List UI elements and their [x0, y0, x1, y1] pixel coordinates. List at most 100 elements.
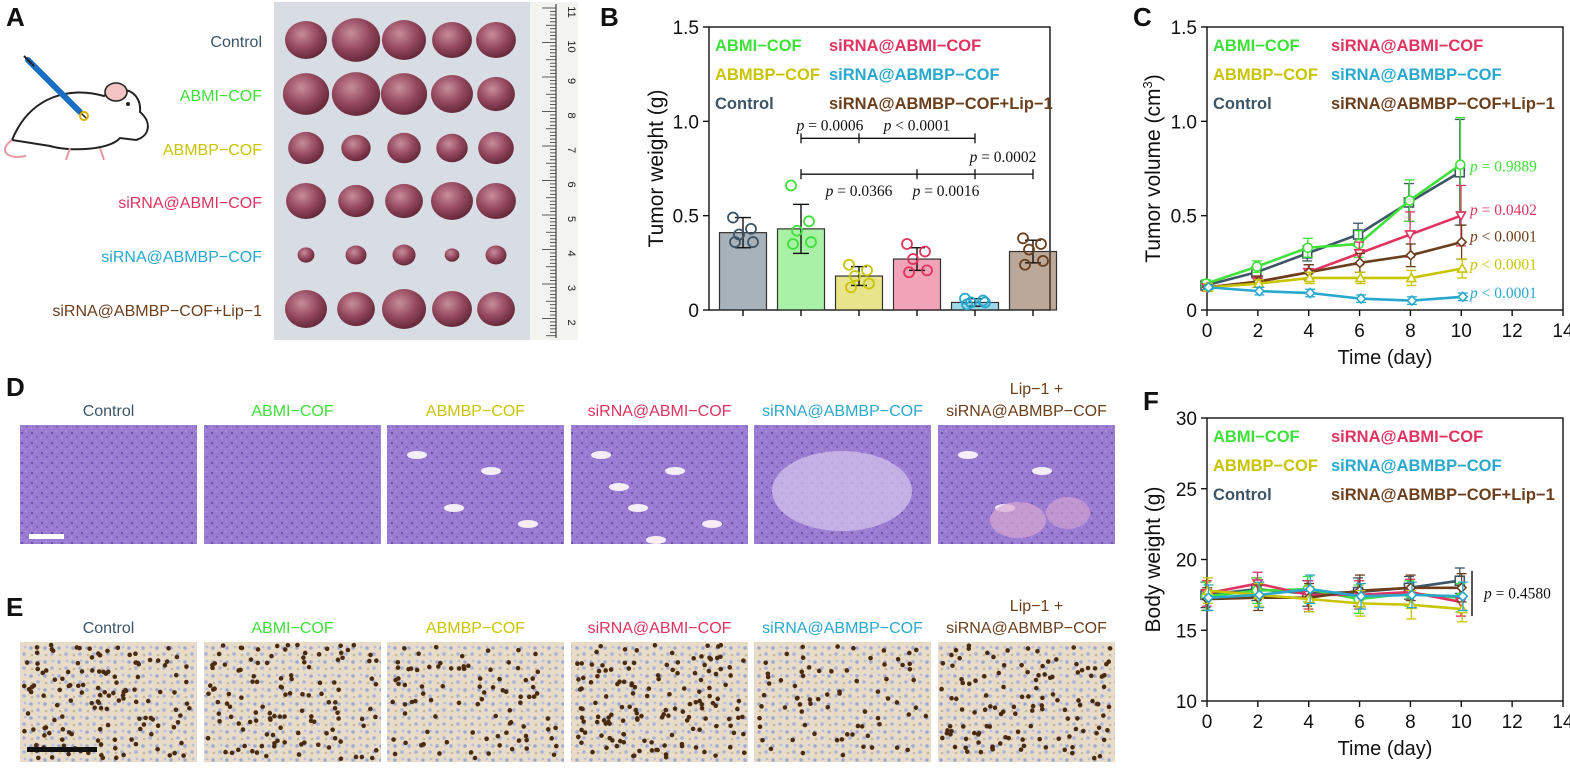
- stained-nucleus: [295, 642, 300, 648]
- tumor-sample: [331, 72, 381, 116]
- stained-nucleus: [174, 654, 180, 660]
- stained-nucleus: [206, 691, 211, 697]
- stained-nucleus: [698, 677, 704, 683]
- stained-nucleus: [254, 750, 260, 755]
- image-header-control: Control: [83, 620, 135, 637]
- stained-nucleus: [959, 677, 964, 682]
- stained-nucleus: [553, 725, 558, 731]
- panel-label-f: F: [1143, 386, 1159, 416]
- stained-nucleus: [825, 692, 830, 697]
- ruler-tick-label: 9: [565, 78, 577, 84]
- data-point: [1404, 195, 1415, 206]
- stained-nucleus: [526, 694, 532, 700]
- stained-nucleus: [736, 698, 742, 704]
- stained-nucleus: [283, 692, 288, 697]
- stained-nucleus: [484, 736, 489, 742]
- stained-nucleus: [278, 684, 284, 690]
- series-line: [1207, 267, 1463, 289]
- stained-nucleus: [862, 709, 868, 714]
- stained-nucleus: [1018, 747, 1024, 752]
- stained-nucleus: [472, 755, 478, 761]
- stained-nucleus: [662, 743, 667, 748]
- stained-nucleus: [52, 717, 57, 723]
- tumor-sample: [485, 245, 507, 265]
- stained-nucleus: [606, 719, 611, 725]
- stained-nucleus: [227, 704, 233, 710]
- p-value-label: p = 0.0006: [796, 117, 864, 134]
- tissue-gap: [407, 451, 427, 459]
- stained-nucleus: [497, 743, 502, 748]
- tumor-sample: [331, 18, 381, 62]
- stained-nucleus: [1025, 646, 1031, 651]
- stained-nucleus: [270, 732, 276, 738]
- stained-nucleus: [1026, 694, 1031, 699]
- legend-item-sirna-abmi-cof: siRNA@ABMI−COF: [1331, 37, 1483, 55]
- stained-nucleus: [166, 646, 171, 651]
- stained-nucleus: [680, 709, 686, 714]
- stained-nucleus: [957, 655, 962, 661]
- stained-nucleus: [95, 699, 101, 704]
- stained-nucleus: [127, 652, 133, 658]
- stained-nucleus: [839, 737, 845, 742]
- stained-nucleus: [834, 737, 840, 743]
- legend-item-control: Control: [715, 95, 774, 113]
- stained-nucleus: [728, 673, 733, 678]
- stained-nucleus: [1037, 736, 1042, 742]
- row-label-abmbp-cof: ABMBP−COF: [163, 142, 262, 159]
- stained-nucleus: [947, 723, 953, 729]
- stained-nucleus: [324, 730, 329, 736]
- stained-nucleus: [884, 676, 889, 682]
- tumor-sample: [432, 21, 472, 59]
- stained-nucleus: [869, 745, 875, 750]
- stained-nucleus: [524, 737, 529, 743]
- stained-nucleus: [178, 713, 183, 718]
- stained-nucleus: [440, 684, 446, 689]
- stained-nucleus: [507, 708, 513, 713]
- stained-nucleus: [766, 681, 772, 686]
- stained-nucleus: [882, 662, 887, 667]
- stained-nucleus: [661, 712, 667, 717]
- stained-nucleus: [1030, 703, 1036, 709]
- stained-nucleus: [353, 754, 359, 760]
- stained-nucleus: [807, 697, 813, 702]
- stained-nucleus: [1040, 663, 1045, 669]
- stained-nucleus: [1001, 663, 1007, 668]
- stained-nucleus: [800, 750, 806, 756]
- stained-nucleus: [656, 676, 661, 682]
- image-header-abmi-cof: ABMI−COF: [251, 620, 333, 637]
- stained-nucleus: [521, 724, 527, 729]
- x-tick-label: 8: [1405, 712, 1416, 733]
- stained-nucleus: [164, 659, 170, 664]
- stained-nucleus: [271, 743, 277, 749]
- micrograph: [387, 425, 564, 544]
- stained-nucleus: [308, 718, 314, 724]
- stained-nucleus: [103, 671, 109, 676]
- stained-nucleus: [330, 727, 335, 733]
- stained-nucleus: [486, 751, 491, 756]
- scale-bar: [29, 534, 64, 539]
- data-point: [1457, 291, 1469, 303]
- legend-item-sirna-abmi-cof: siRNA@ABMI−COF: [829, 37, 981, 55]
- data-point: [1405, 271, 1418, 283]
- stained-nucleus: [757, 724, 763, 730]
- stained-nucleus: [306, 664, 312, 670]
- stained-nucleus: [181, 753, 186, 758]
- stained-nucleus: [114, 680, 119, 685]
- stained-nucleus: [470, 730, 475, 735]
- data-point: [1253, 285, 1265, 297]
- stained-nucleus: [905, 747, 910, 753]
- stained-nucleus: [598, 643, 604, 649]
- stained-nucleus: [299, 742, 304, 747]
- stained-nucleus: [675, 670, 680, 676]
- stained-nucleus: [978, 749, 984, 755]
- stained-nucleus: [1073, 726, 1079, 732]
- stained-nucleus: [335, 710, 340, 715]
- stained-nucleus: [456, 666, 462, 671]
- stained-nucleus: [278, 725, 283, 731]
- micrograph: [204, 642, 381, 762]
- stained-nucleus: [702, 749, 707, 755]
- series-line: [1205, 163, 1462, 285]
- data-point: [1019, 258, 1031, 271]
- stained-nucleus: [797, 702, 803, 707]
- stained-nucleus: [1019, 662, 1024, 668]
